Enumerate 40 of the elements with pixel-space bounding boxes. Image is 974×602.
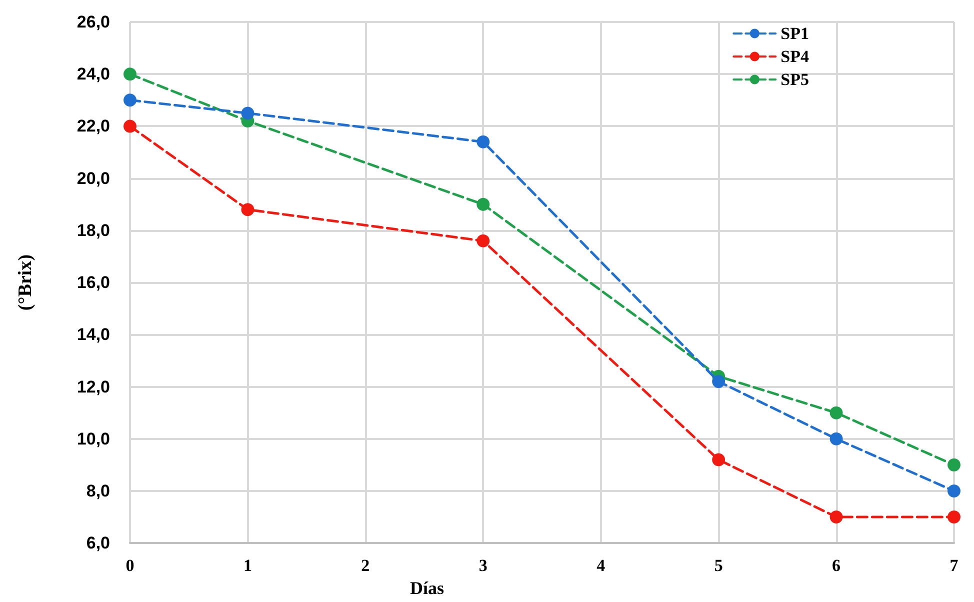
x-tick-label: 1 [243,556,252,576]
point [830,406,843,420]
point [948,510,960,524]
y-tick-label: 14,0 [76,325,110,344]
point [476,234,490,248]
point [712,453,726,466]
point [948,484,960,498]
x-tick-label: 0 [126,556,134,576]
x-axis-title: Días [410,578,444,598]
point [948,458,960,472]
x-tick-label: 5 [714,556,723,576]
point [712,375,726,388]
point [476,135,490,148]
y-tick-label: 18,0 [76,220,110,240]
x-tick-label: 7 [950,556,959,576]
legend-label: SP5 [780,70,810,89]
y-tick-label: 10,0 [76,429,110,448]
x-tick-label: 6 [832,556,841,576]
y-tick-label: 20,0 [76,168,110,188]
y-tick-label: 24,0 [76,64,110,84]
point [830,432,843,446]
y-tick-label: 26,0 [76,12,110,32]
y-tick-label: 16,0 [76,273,110,292]
point [124,94,136,107]
x-tick-label: 4 [596,556,606,576]
point [124,120,136,133]
point [241,106,254,120]
x-tick-label: 2 [361,556,370,576]
y-tick-label: 8,0 [86,481,110,500]
y-axis-title: (°Brix) [15,254,36,311]
y-tick-label: 22,0 [76,116,110,136]
legend-label: SP4 [780,47,810,66]
point [830,510,843,524]
point [241,203,254,216]
point [124,68,136,81]
y-tick-label: 12,0 [76,377,110,396]
point [476,198,490,211]
legend-label: SP1 [780,24,810,43]
y-tick-label: 6,0 [86,534,110,553]
x-tick-label: 3 [478,556,488,576]
